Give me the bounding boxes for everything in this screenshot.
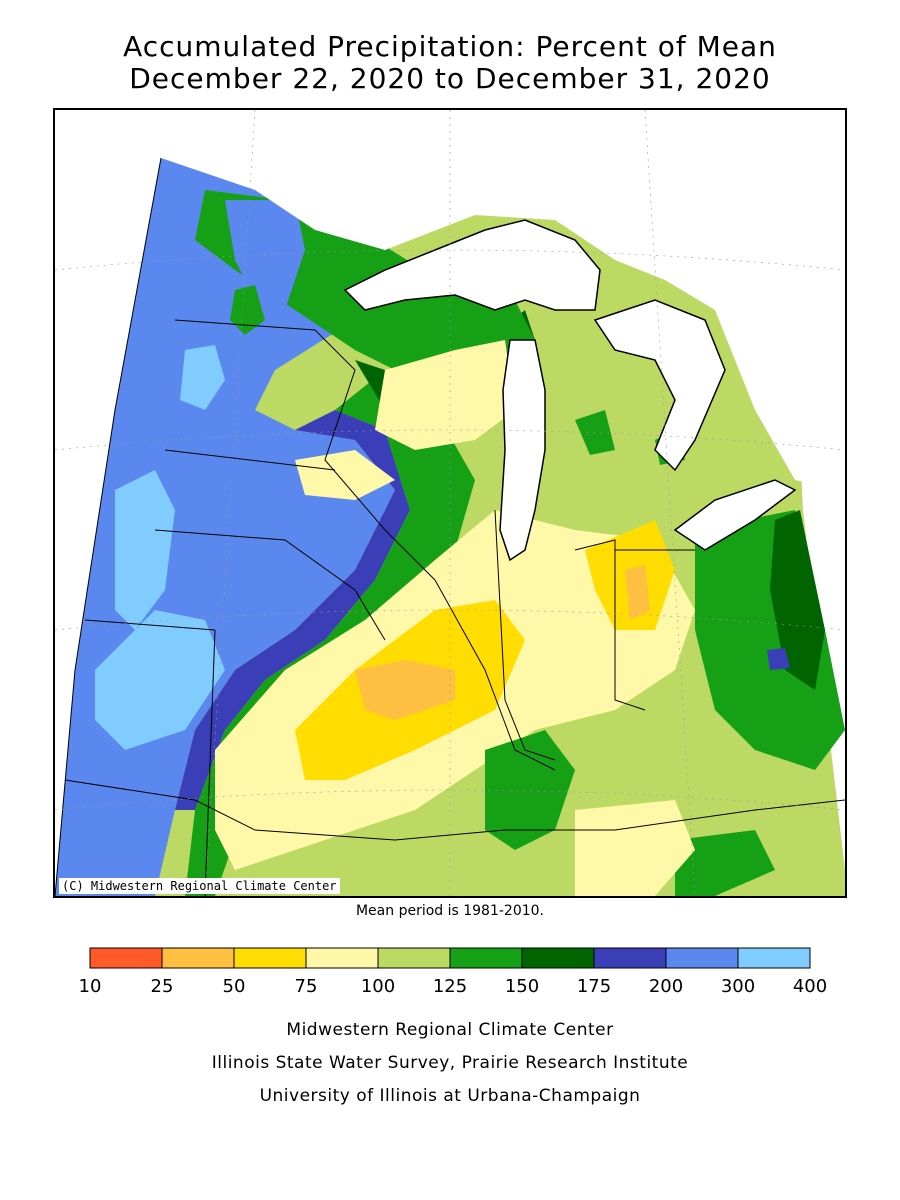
lake-michigan (499, 339, 546, 562)
region-75-100-michigan (375, 340, 515, 450)
precipitation-map (55, 110, 845, 896)
legend-swatch (233, 947, 307, 969)
region-300-400-west (115, 470, 175, 630)
legend-tick-label: 175 (577, 976, 611, 997)
legend-swatch (161, 947, 235, 969)
lake-superior (343, 219, 601, 311)
legend-swatch (737, 947, 811, 969)
legend-tick-label: 400 (793, 976, 827, 997)
legend-tick-label: 200 (649, 976, 683, 997)
region-300-400-southwest (95, 610, 225, 750)
legend-swatch (521, 947, 595, 969)
legend-swatch (89, 947, 163, 969)
region-125-150-kentucky (485, 730, 575, 850)
legend-tick-label: 150 (505, 976, 539, 997)
lake-erie (673, 479, 797, 551)
region-175-200-band (175, 410, 410, 810)
legend-swatch (377, 947, 451, 969)
region-25-50-indiana (625, 565, 650, 620)
credit-line-1: Midwestern Regional Climate Center (286, 1020, 614, 1040)
region-300-400-nw (180, 345, 225, 410)
legend-tick-label: 25 (151, 976, 174, 997)
region-75-100-se (575, 800, 695, 896)
copyright-label: (C) Midwestern Regional Climate Center (59, 878, 340, 894)
legend-swatch (449, 947, 523, 969)
lat-lon-grid (55, 110, 845, 896)
legend-tick-label: 10 (79, 976, 102, 997)
region-175-200-east (767, 648, 790, 670)
mean-period-note: Mean period is 1981-2010. (355, 903, 545, 919)
region-125-150-tn (675, 830, 775, 896)
region-150-175-east (770, 510, 825, 690)
legend-tick-label: 75 (295, 976, 318, 997)
map-date-range: December 22, 2020 to December 31, 2020 (129, 62, 771, 95)
region-200-300-mn (225, 200, 305, 310)
state-borders (55, 157, 845, 896)
legend-tick-label: 300 (721, 976, 755, 997)
legend-swatch (665, 947, 739, 969)
color-legend: 10 25 50 75 100 125 150 175 200 300 400 (79, 947, 827, 997)
legend-swatch (593, 947, 667, 969)
region-25-50-iowa (355, 660, 455, 720)
region-125-150-mn (230, 285, 265, 335)
region-75-100-iowa (295, 450, 395, 500)
legend-tick-label: 100 (361, 976, 395, 997)
legend-tick-label: 50 (223, 976, 246, 997)
map-title: Accumulated Precipitation: Percent of Me… (123, 30, 777, 63)
legend-swatch (305, 947, 379, 969)
legend-tick-label: 125 (433, 976, 467, 997)
credit-line-2: Illinois State Water Survey, Prairie Res… (211, 1053, 689, 1073)
map-frame: (C) Midwestern Regional Climate Center (53, 108, 847, 898)
lake-huron (593, 299, 726, 472)
credit-line-3: University of Illinois at Urbana-Champai… (259, 1086, 641, 1106)
canada-land (155, 110, 845, 490)
